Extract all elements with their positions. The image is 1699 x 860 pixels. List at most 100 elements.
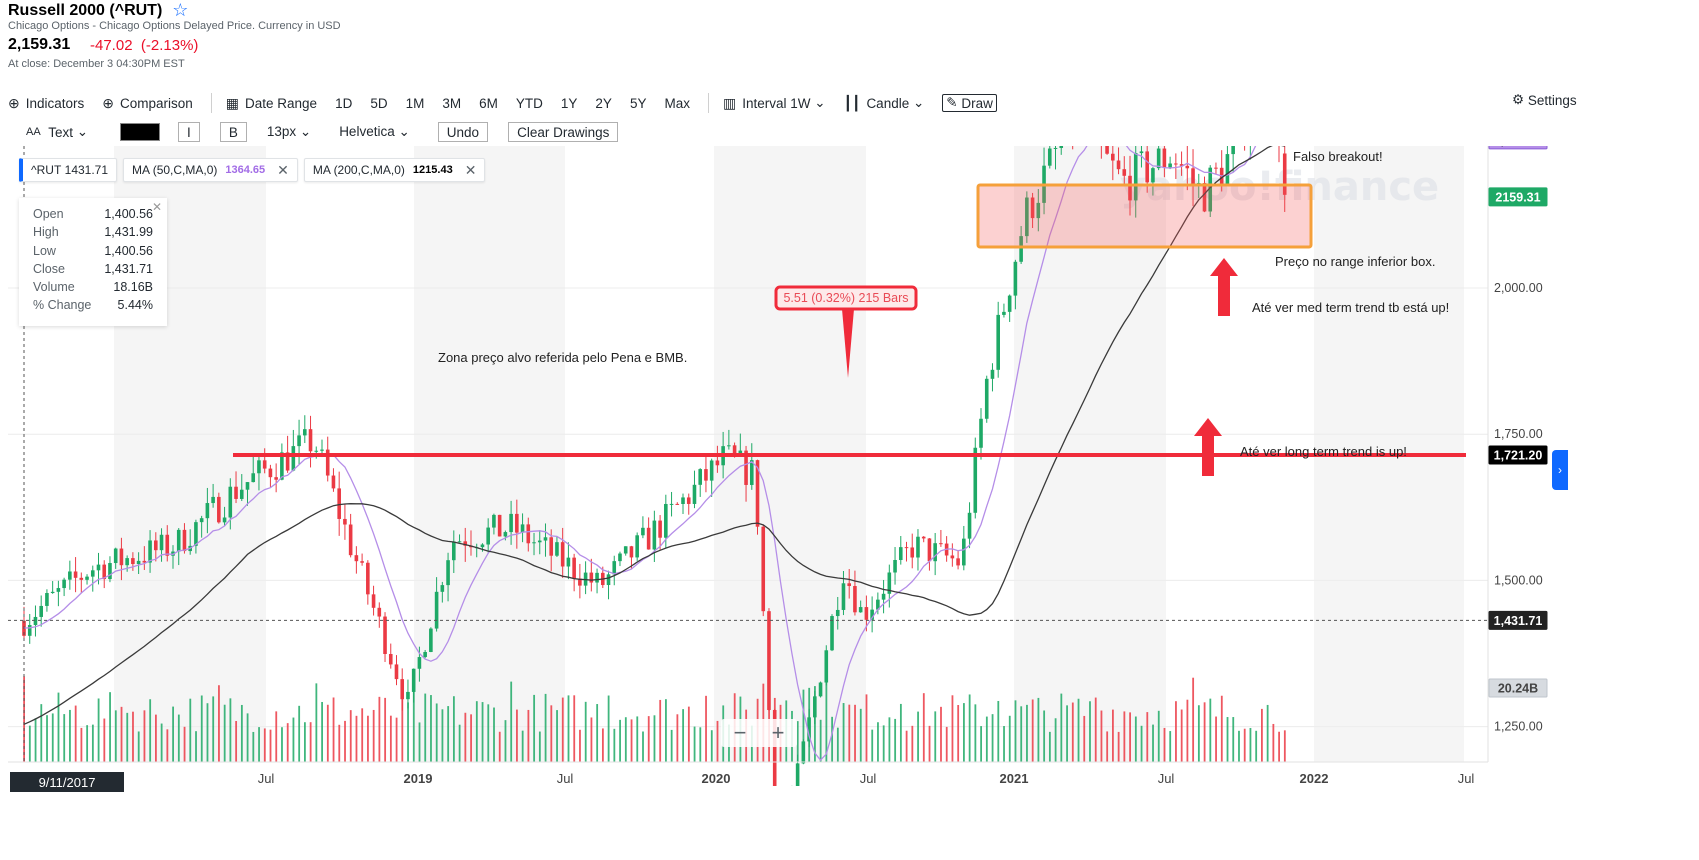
candle-body: [257, 460, 261, 474]
candle-body: [274, 477, 278, 480]
candle-body: [1231, 146, 1235, 155]
legend-symbol[interactable]: ^RUT 1431.71: [19, 158, 118, 182]
candle-body: [921, 536, 926, 539]
candle-body: [801, 741, 806, 764]
volume-bar: [69, 709, 71, 762]
star-icon[interactable]: ☆: [172, 0, 189, 20]
panel-expand-tab[interactable]: ›: [1552, 450, 1568, 490]
candle-body: [1151, 168, 1155, 183]
false-breakout-label: Falso breakout!: [1293, 149, 1383, 164]
bold-button[interactable]: B: [219, 122, 247, 142]
long-term-arrow[interactable]: [1194, 418, 1222, 476]
candle-body: [457, 541, 462, 543]
font-name-dropdown[interactable]: Helvetica ⌄: [339, 124, 410, 140]
font-size-dropdown[interactable]: 13px ⌄: [267, 124, 311, 140]
candle-body: [692, 484, 697, 504]
legend-ma200[interactable]: MA (200,C,MA,0) 1215.43 ✕: [303, 158, 486, 182]
ohlc-row: High 1,431.99: [33, 225, 153, 243]
candle-body: [119, 548, 124, 566]
comparison-button[interactable]: ⊕ Comparison: [102, 95, 193, 112]
volume-bar: [556, 710, 558, 762]
range-5y[interactable]: 5Y: [629, 95, 647, 111]
indicators-label: Indicators: [25, 95, 85, 111]
text-tool-dropdown[interactable]: AA Text ⌄: [26, 124, 88, 140]
volume-bar: [1077, 698, 1080, 762]
legend-ma50[interactable]: MA (50,C,MA,0) 1364.65 ✕: [123, 158, 298, 182]
y-tick-label: 1,250.00: [1494, 720, 1543, 734]
candle-body: [1145, 151, 1149, 183]
candle-body: [108, 563, 112, 580]
gear-icon: ⚙: [1512, 92, 1525, 107]
range-1d[interactable]: 1D: [335, 95, 353, 111]
x-tick-label: Jul: [1458, 771, 1475, 786]
candle-body: [727, 445, 731, 447]
med-term-arrow[interactable]: [1210, 258, 1238, 316]
candle-body: [325, 449, 330, 476]
close-icon[interactable]: ✕: [464, 161, 477, 178]
volume-bar: [1266, 704, 1269, 762]
volume-bar: [240, 704, 243, 762]
ohlc-label: % Change: [33, 298, 92, 313]
range-box[interactable]: [976, 183, 1313, 249]
legend-bar: ^RUT 1431.71 MA (50,C,MA,0) 1364.65 ✕ MA…: [19, 158, 486, 182]
italic-button[interactable]: I: [178, 122, 200, 142]
close-icon[interactable]: ✕: [151, 200, 162, 214]
candle-body: [1282, 153, 1287, 195]
range-ytd[interactable]: YTD: [515, 95, 543, 111]
range-6m[interactable]: 6M: [479, 95, 498, 111]
candle-body: [165, 534, 170, 556]
range-3m[interactable]: 3M: [442, 95, 462, 111]
candle-body: [1105, 146, 1109, 154]
volume-bar: [991, 714, 994, 762]
interval-dropdown[interactable]: ▥ Interval 1W ⌄: [723, 95, 826, 112]
candle-body: [658, 520, 662, 538]
range-5d[interactable]: 5D: [370, 95, 388, 111]
volume-bar: [114, 710, 117, 762]
date-range-button[interactable]: ▦ Date Range: [226, 95, 317, 112]
chart-canvas[interactable]: yahoo!finance 5.51 (0.32%) 215 Bars Zona …: [8, 146, 1699, 786]
range-max[interactable]: Max: [664, 95, 690, 111]
zoom-in-icon[interactable]: +: [771, 720, 785, 745]
volume-bar: [940, 706, 942, 762]
candle-body: [950, 555, 955, 559]
quote-change-pct: (-2.13%): [140, 37, 199, 54]
volume-bar: [57, 692, 60, 762]
candle-body: [222, 517, 227, 523]
candle-body: [308, 429, 313, 452]
color-swatch[interactable]: [120, 123, 161, 141]
range-2y[interactable]: 2Y: [595, 95, 612, 111]
x-tick-label: Jul: [860, 771, 877, 786]
volume-bar: [155, 714, 157, 762]
candle-body: [916, 536, 920, 558]
candle-body: [830, 616, 834, 651]
candle-body: [732, 445, 737, 456]
price-chart[interactable]: yahoo!finance 5.51 (0.32%) 215 Bars Zona …: [8, 146, 1699, 786]
ohlc-value: 5.44%: [117, 298, 153, 313]
settings-button[interactable]: ⚙ Settings: [1512, 92, 1577, 108]
draw-button[interactable]: ✎ Draw: [942, 94, 997, 112]
candle-body: [1179, 164, 1184, 166]
volume-bar: [842, 703, 845, 762]
clear-drawings-button[interactable]: Clear Drawings: [508, 122, 619, 142]
volume-bar: [361, 708, 364, 762]
ohlc-row: Open 1,400.56: [33, 207, 153, 225]
chevron-right-icon: ›: [1558, 463, 1562, 477]
volume-bar: [470, 714, 472, 762]
volume-bar: [985, 716, 988, 762]
volume-bar: [367, 715, 369, 762]
candle-body: [1162, 148, 1167, 168]
range-1m[interactable]: 1M: [405, 95, 425, 111]
undo-button[interactable]: Undo: [437, 122, 489, 142]
volume-bar: [836, 727, 839, 762]
zoom-out-icon[interactable]: −: [733, 720, 747, 745]
text-size-icon: AA: [26, 126, 41, 138]
candle-body: [738, 450, 743, 456]
chart-type-dropdown[interactable]: ┃┃ Candle ⌄: [844, 95, 925, 112]
volume-bar: [1283, 730, 1286, 762]
indicators-button[interactable]: ⊕ Indicators: [8, 95, 84, 112]
volume-bar: [172, 706, 174, 762]
range-1y[interactable]: 1Y: [560, 95, 578, 111]
close-icon[interactable]: ✕: [277, 161, 289, 178]
volume-bar: [1117, 731, 1120, 762]
volume-bar: [642, 731, 644, 762]
